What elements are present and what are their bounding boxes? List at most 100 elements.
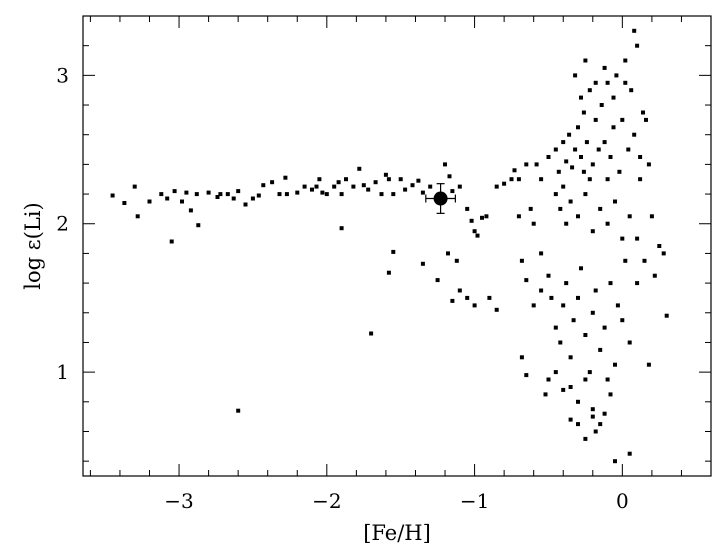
data-point [605, 177, 610, 182]
data-point [546, 273, 551, 278]
data-point [379, 192, 384, 197]
data-point [110, 193, 115, 198]
data-point [539, 288, 544, 293]
data-point [516, 177, 521, 182]
data-point [623, 58, 628, 63]
data-point [644, 117, 648, 122]
data-point [180, 199, 184, 204]
data-point [635, 43, 640, 48]
data-point [608, 392, 613, 397]
data-point [629, 88, 634, 93]
data-point [457, 184, 462, 189]
data-point [169, 239, 174, 244]
x-axis-title: [Fe/H] [363, 521, 431, 545]
x-tick-label: −2 [312, 489, 341, 513]
data-point [623, 80, 628, 85]
data-point [324, 192, 329, 197]
data-point [635, 236, 640, 241]
data-point [236, 189, 241, 194]
data-point [599, 103, 604, 107]
data-point [366, 187, 371, 192]
y-tick-label: 1 [56, 360, 69, 384]
data-point [184, 190, 189, 195]
data-point [590, 310, 595, 315]
data-point [225, 192, 230, 197]
data-point [584, 140, 589, 145]
data-point [632, 132, 637, 137]
data-point [314, 184, 319, 189]
data-point [336, 180, 341, 185]
data-point [487, 295, 492, 300]
data-point [567, 132, 572, 137]
data-point [194, 192, 199, 197]
data-point [642, 258, 647, 263]
data-point [598, 422, 603, 427]
data-point [596, 147, 601, 152]
data-point [457, 288, 462, 293]
data-point [661, 251, 666, 256]
data-point [188, 208, 193, 213]
x-tick-label: −3 [164, 489, 193, 513]
data-point [573, 147, 578, 152]
data-point [231, 196, 236, 201]
data-point [250, 196, 255, 201]
data-point [568, 385, 573, 389]
data-point [446, 251, 450, 256]
data-point [357, 166, 362, 171]
data-point [593, 429, 598, 434]
data-point [256, 193, 261, 198]
data-point [564, 281, 569, 286]
data-point [638, 177, 643, 182]
data-point [617, 169, 622, 174]
data-point [635, 281, 640, 286]
data-point [369, 331, 374, 336]
data-point [465, 206, 470, 211]
data-point [558, 206, 563, 211]
data-point [147, 199, 152, 204]
data-point [283, 175, 288, 180]
data-point [484, 214, 489, 219]
data-point [627, 451, 632, 456]
data-point [475, 233, 480, 238]
data-point [590, 162, 595, 167]
data-point [576, 422, 580, 427]
data-point [391, 249, 396, 254]
data-point [284, 192, 289, 197]
data-point [605, 377, 610, 382]
data-point [344, 177, 348, 182]
data-point [215, 195, 220, 199]
data-point [581, 169, 586, 174]
data-point [135, 214, 140, 219]
data-point [310, 187, 314, 192]
data-point [480, 215, 484, 220]
data-point [546, 377, 551, 382]
data-point [561, 303, 566, 308]
data-point [447, 174, 452, 179]
data-point [602, 65, 607, 70]
data-point [122, 201, 127, 205]
data-point [573, 73, 578, 78]
data-point [583, 192, 588, 197]
data-point [534, 162, 539, 167]
data-point [579, 155, 583, 159]
data-point [539, 251, 544, 256]
data-point [494, 184, 499, 189]
data-point [561, 387, 566, 392]
data-point [472, 229, 477, 234]
data-point [543, 392, 548, 397]
data-point [391, 192, 396, 197]
data-point [416, 178, 421, 183]
data-point [561, 140, 566, 145]
data-point [641, 110, 645, 115]
data-point [664, 313, 669, 318]
data-point [627, 214, 632, 219]
data-point [261, 183, 266, 188]
y-tick-label: 2 [56, 212, 69, 236]
data-point [558, 340, 563, 345]
data-point [598, 206, 603, 211]
data-point [339, 192, 344, 197]
data-point [579, 95, 583, 100]
data-point [398, 177, 403, 182]
data-point [465, 295, 470, 300]
data-point [502, 181, 507, 186]
